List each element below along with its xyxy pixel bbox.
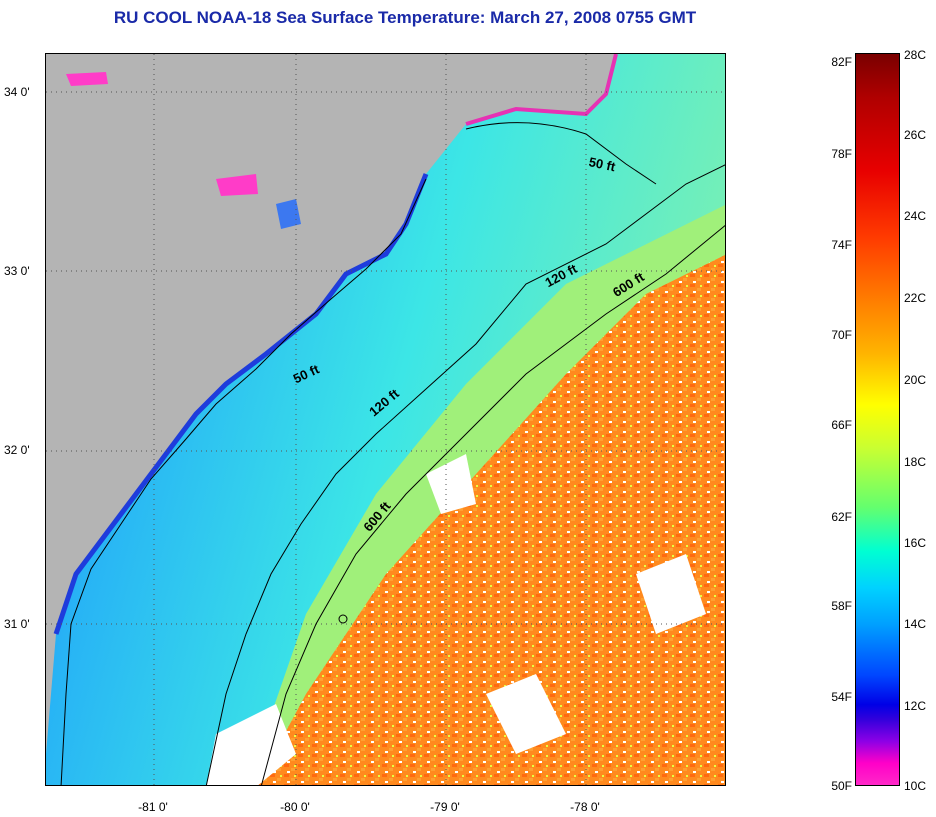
coastal-fringe <box>53 173 429 635</box>
cloud-patch <box>206 704 296 785</box>
cbar-f-78: 78F <box>831 147 852 161</box>
sst-map-canvas <box>46 54 725 785</box>
cbar-f-82: 82F <box>831 55 852 69</box>
cbar-c-16: 16C <box>904 536 927 550</box>
contour-600ft <box>261 224 725 785</box>
contour-120ft <box>205 164 725 785</box>
cbar-c-28: 28C <box>904 48 927 62</box>
cbar-f-66: 66F <box>831 418 852 432</box>
cloud-patch <box>426 454 476 514</box>
cbar-c-10: 10C <box>904 779 927 793</box>
cloud-patch <box>636 554 706 634</box>
lat-label-31: 31 0' <box>4 617 30 631</box>
lat-label-33: 33 0' <box>4 264 30 278</box>
temperature-colorbar <box>855 53 900 786</box>
cbar-c-20: 20C <box>904 373 927 387</box>
lon-label-80: -80 0' <box>280 800 310 814</box>
cbar-c-24: 24C <box>904 209 927 223</box>
cbar-f-70: 70F <box>831 328 852 342</box>
cbar-f-54: 54F <box>831 690 852 704</box>
sst-map[interactable]: 50 ft 50 ft 120 ft 120 ft 600 ft 600 ft <box>45 53 726 786</box>
lon-label-81: -81 0' <box>138 800 168 814</box>
cbar-c-26: 26C <box>904 128 927 142</box>
cbar-c-22: 22C <box>904 291 927 305</box>
cloud-patch <box>486 674 566 754</box>
lat-label-32: 32 0' <box>4 443 30 457</box>
lon-label-79: -79 0' <box>430 800 460 814</box>
cbar-f-62: 62F <box>831 510 852 524</box>
cbar-f-50: 50F <box>831 779 852 793</box>
station-marker <box>338 614 348 624</box>
lon-label-78: -78 0' <box>570 800 600 814</box>
gulf-stream <box>257 254 725 785</box>
contour-50ft <box>60 122 657 785</box>
lake <box>276 199 301 229</box>
lake <box>216 174 258 196</box>
lake <box>66 72 108 86</box>
land-mass <box>46 54 616 754</box>
map-title: RU COOL NOAA-18 Sea Surface Temperature:… <box>113 8 697 27</box>
cbar-c-12: 12C <box>904 699 927 713</box>
lat-label-34: 34 0' <box>4 85 30 99</box>
cbar-c-18: 18C <box>904 455 927 469</box>
cbar-c-14: 14C <box>904 617 927 631</box>
grid-lines <box>46 54 725 785</box>
cbar-f-74: 74F <box>831 238 852 252</box>
cbar-f-58: 58F <box>831 599 852 613</box>
